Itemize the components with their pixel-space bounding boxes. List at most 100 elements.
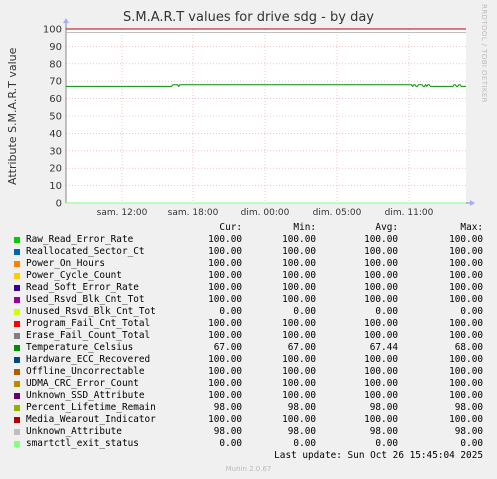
legend-header-min: Min: [293, 222, 316, 233]
legend-cur-value: 100.00 [208, 234, 242, 245]
legend-avg-value: 100.00 [364, 330, 398, 341]
legend-series-name: Offline_Uncorrectable [26, 366, 145, 377]
legend-avg-value: 100.00 [364, 234, 398, 245]
legend-cur-value: 100.00 [208, 294, 242, 305]
y-tick-label: 100 [43, 25, 62, 36]
legend-max-value: 100.00 [449, 390, 483, 401]
legend-max-value: 100.00 [449, 414, 483, 425]
last-update: Last update: Sun Oct 26 15:45:04 2025 [274, 450, 483, 461]
legend-min-value: 100.00 [282, 294, 316, 305]
legend-cur-value: 100.00 [208, 258, 242, 269]
legend-series-name: Temperature_Celsius [26, 342, 134, 353]
legend-min-value: 100.00 [282, 246, 316, 257]
legend-series-name: Media_Wearout_Indicator [26, 414, 156, 425]
legend-row: Power_Cycle_Count 100.00 100.00 100.00 100.0… [0, 270, 497, 282]
legend-series-name: Percent_Lifetime_Remain [26, 402, 156, 413]
x-tick-label: sam. 18:00 [168, 208, 219, 218]
legend-cur-value: 98.00 [213, 426, 242, 437]
legend-series-name: UDMA_CRC_Error_Count [26, 378, 139, 389]
legend-series-name: Unknown_Attribute [26, 426, 122, 437]
legend-series-name: Program_Fail_Cnt_Total [26, 318, 151, 329]
legend-avg-value: 0.00 [375, 306, 398, 317]
y-tick-label: 0 [56, 199, 62, 210]
legend-max-value: 100.00 [449, 234, 483, 245]
legend-swatch [14, 369, 20, 375]
y-tick-label: 20 [49, 164, 62, 175]
legend-max-value: 98.00 [454, 426, 483, 437]
legend-avg-value: 98.00 [369, 426, 398, 437]
legend-swatch [14, 417, 20, 423]
legend-swatch [14, 345, 20, 351]
legend-header: Cur: Min: Avg: Max: [0, 222, 497, 234]
legend-series-name: Hardware_ECC_Recovered [26, 354, 151, 365]
legend-min-value: 0.00 [293, 306, 316, 317]
legend-swatch [14, 237, 20, 243]
legend-swatch [14, 357, 20, 363]
legend-header-max: Max: [460, 222, 483, 233]
legend-cur-value: 100.00 [208, 282, 242, 293]
legend-max-value: 0.00 [460, 438, 483, 449]
legend-cur-value: 100.00 [208, 378, 242, 389]
legend-row: Unknown_Attribute 98.00 98.00 98.00 98.00 [0, 426, 497, 438]
legend-series-name: Erase_Fail_Count_Total [26, 330, 151, 341]
legend-min-value: 100.00 [282, 330, 316, 341]
legend-cur-value: 100.00 [208, 366, 242, 377]
legend-row: smartctl_exit_status 0.00 0.00 0.00 0.00 [0, 438, 497, 450]
legend-min-value: 67.00 [287, 342, 316, 353]
legend-cur-value: 100.00 [208, 414, 242, 425]
y-tick-label: 50 [49, 112, 62, 123]
legend-cur-value: 100.00 [208, 354, 242, 365]
legend-header-avg: Avg: [375, 222, 398, 233]
legend-swatch [14, 321, 20, 327]
legend-min-value: 100.00 [282, 366, 316, 377]
legend-series-name: Raw_Read_Error_Rate [26, 234, 134, 245]
legend-cur-value: 0.00 [219, 438, 242, 449]
legend-series-name: smartctl_exit_status [26, 438, 139, 449]
legend-row: Power_On_Hours 100.00 100.00 100.00 100.00 [0, 258, 497, 270]
legend-row: Percent_Lifetime_Remain 98.00 98.00 98.00 98… [0, 402, 497, 414]
y-axis-arrow [63, 18, 69, 23]
x-axis-arrow [470, 200, 475, 206]
legend-series-name: Power_On_Hours [26, 258, 106, 269]
legend-swatch [14, 429, 20, 435]
x-tick-label: sam. 12:00 [97, 208, 148, 218]
legend-avg-value: 100.00 [364, 246, 398, 257]
legend-avg-value: 100.00 [364, 270, 398, 281]
legend-header-cur: Cur: [219, 222, 242, 233]
legend-swatch [14, 273, 20, 279]
legend-row: Read_Soft_Error_Rate 100.00 100.00 100.00 10… [0, 282, 497, 294]
legend-avg-value: 100.00 [364, 390, 398, 401]
legend-min-value: 100.00 [282, 354, 316, 365]
legend-row: Reallocated_Sector_Ct 100.00 100.00 100.00 1… [0, 246, 497, 258]
legend-max-value: 0.00 [460, 306, 483, 317]
legend-swatch [14, 381, 20, 387]
legend-max-value: 100.00 [449, 294, 483, 305]
legend-row: Used_Rsvd_Blk_Cnt_Tot 100.00 100.00 100.00 1… [0, 294, 497, 306]
legend-min-value: 100.00 [282, 234, 316, 245]
legend-cur-value: 100.00 [208, 270, 242, 281]
legend-cur-value: 100.00 [208, 330, 242, 341]
legend-swatch [14, 309, 20, 315]
legend-min-value: 98.00 [287, 426, 316, 437]
legend-row: Hardware_ECC_Recovered 100.00 100.00 100.00… [0, 354, 497, 366]
legend-avg-value: 67.44 [369, 342, 398, 353]
legend-max-value: 100.00 [449, 258, 483, 269]
y-tick-label: 80 [49, 59, 62, 70]
legend-max-value: 100.00 [449, 270, 483, 281]
legend-avg-value: 100.00 [364, 258, 398, 269]
y-tick-label: 60 [49, 94, 62, 105]
legend-max-value: 100.00 [449, 366, 483, 377]
legend-avg-value: 0.00 [375, 438, 398, 449]
legend-max-value: 100.00 [449, 318, 483, 329]
legend-min-value: 100.00 [282, 270, 316, 281]
legend-series-name: Unused_Rsvd_Blk_Cnt_Tot [26, 306, 156, 317]
legend-avg-value: 100.00 [364, 366, 398, 377]
y-tick-label: 70 [49, 77, 62, 88]
y-tick-label: 90 [49, 42, 62, 53]
legend-swatch [14, 297, 20, 303]
legend-row: UDMA_CRC_Error_Count 100.00 100.00 100.00 10… [0, 378, 497, 390]
legend-row: Raw_Read_Error_Rate 100.00 100.00 100.00 100… [0, 234, 497, 246]
legend-avg-value: 100.00 [364, 354, 398, 365]
legend-min-value: 100.00 [282, 282, 316, 293]
legend-swatch [14, 405, 20, 411]
